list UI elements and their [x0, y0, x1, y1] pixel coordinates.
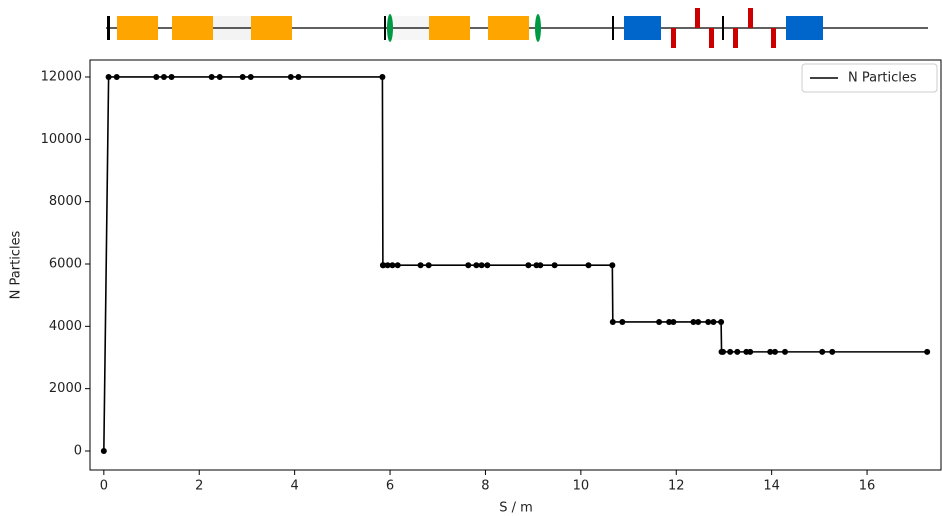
point [287, 73, 294, 80]
point [670, 318, 677, 325]
x-tick-label: 12 [668, 479, 685, 494]
y-tick-label: 8000 [49, 194, 82, 209]
point [425, 262, 432, 269]
quadrupole [695, 8, 700, 28]
point [100, 447, 107, 454]
dipole [488, 16, 529, 40]
point [718, 318, 725, 325]
dipole [251, 16, 292, 40]
point [829, 348, 836, 355]
marker [107, 16, 110, 40]
cavity [387, 14, 393, 42]
point [656, 318, 663, 325]
y-tick-label: 2000 [49, 381, 82, 396]
point [782, 348, 789, 355]
x-tick-label: 14 [763, 479, 780, 494]
point [819, 348, 826, 355]
point [720, 348, 727, 355]
quadrupole [733, 28, 738, 48]
dipole [172, 16, 213, 40]
y-tick-label: 12000 [41, 69, 82, 84]
point [609, 262, 616, 269]
point [525, 262, 532, 269]
point [585, 262, 592, 269]
cavity [535, 14, 541, 42]
quadrupole [771, 28, 776, 48]
point [609, 318, 616, 325]
x-tick-label: 2 [195, 479, 203, 494]
series-line [103, 76, 928, 451]
point [734, 348, 741, 355]
point [113, 73, 120, 80]
point [208, 73, 215, 80]
marker [612, 16, 614, 40]
point [747, 348, 754, 355]
dipole [117, 16, 158, 40]
quadrupole [748, 8, 753, 28]
x-tick-label: 10 [573, 479, 590, 494]
point [153, 73, 160, 80]
point [473, 262, 480, 269]
point [924, 348, 931, 355]
plot-frame [89, 59, 942, 471]
x-tick-label: 4 [291, 479, 299, 494]
point [380, 262, 387, 269]
point [666, 318, 673, 325]
x-tick-label: 6 [386, 479, 394, 494]
point [384, 262, 391, 269]
x-axis-label: S / m [499, 501, 533, 516]
y-axis-label: N Particles [9, 230, 24, 299]
point [247, 73, 254, 80]
point [537, 262, 544, 269]
point [394, 262, 401, 269]
point [695, 318, 702, 325]
y-tick-label: 0 [74, 443, 82, 458]
x-tick-label: 16 [859, 479, 876, 494]
dipole [429, 16, 470, 40]
point [389, 262, 396, 269]
point [705, 318, 712, 325]
point [216, 73, 223, 80]
x-tick-label: 8 [481, 479, 489, 494]
legend-label: N Particles [848, 71, 917, 86]
point [771, 348, 778, 355]
solenoid [786, 16, 823, 40]
point [168, 73, 175, 80]
point [727, 348, 734, 355]
point [484, 262, 491, 269]
point [465, 262, 472, 269]
point [710, 318, 717, 325]
point [551, 262, 558, 269]
point [619, 318, 626, 325]
point [379, 73, 386, 80]
point [105, 73, 112, 80]
beamline-layout [106, 8, 928, 48]
marker [722, 16, 724, 40]
point [295, 73, 302, 80]
point [478, 262, 485, 269]
y-tick-label: 4000 [49, 319, 82, 334]
x-tick-label: 0 [100, 479, 108, 494]
point [239, 73, 246, 80]
point [690, 318, 697, 325]
solenoid [624, 16, 661, 40]
point [767, 348, 774, 355]
quadrupole [671, 28, 676, 48]
point [417, 262, 424, 269]
y-tick-label: 10000 [41, 132, 82, 147]
y-tick-label: 6000 [49, 256, 82, 271]
quadrupole [709, 28, 714, 48]
point [160, 73, 167, 80]
legend-box [801, 63, 938, 93]
marker [384, 16, 386, 40]
